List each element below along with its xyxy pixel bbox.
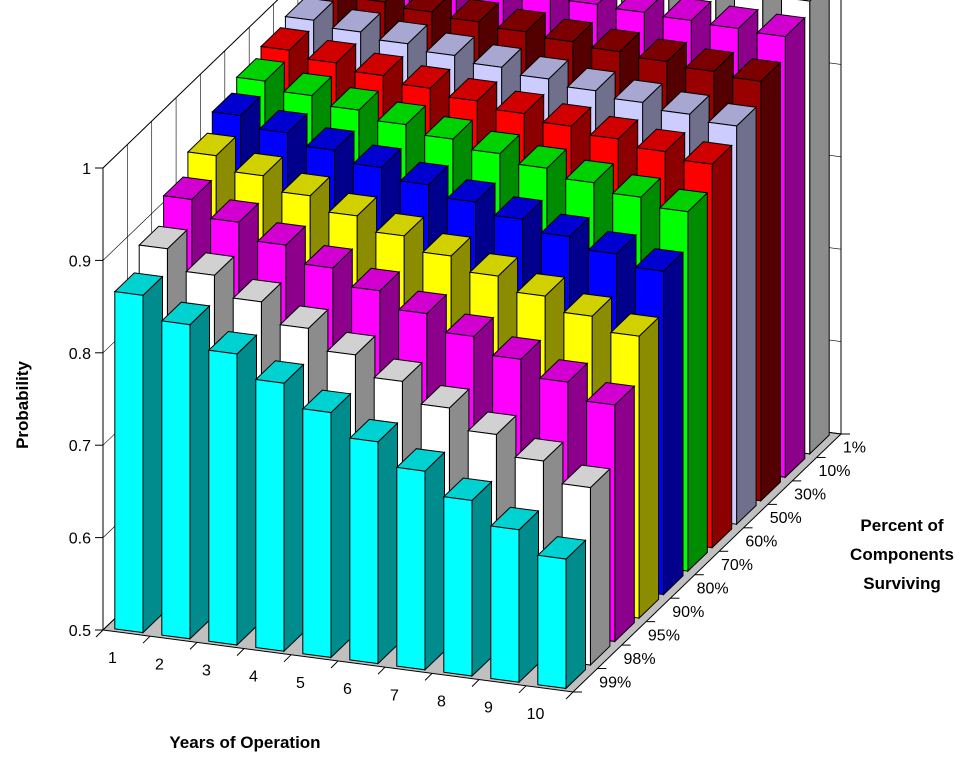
x-tick-label: 1 <box>108 650 117 667</box>
bar-side-face <box>711 144 733 549</box>
z-tick-label: 98% <box>624 651 656 668</box>
bar-front-face <box>396 466 426 671</box>
x-tick-label: 9 <box>484 700 493 717</box>
x-tick-mark <box>330 660 339 669</box>
bar-side-face <box>565 539 586 690</box>
z-tick-label: 1% <box>843 440 866 457</box>
bar-side-face <box>283 363 304 653</box>
x-tick-mark <box>95 629 104 638</box>
y-tick-label: 1 <box>82 161 91 178</box>
y-tick-label: 0.9 <box>69 253 91 270</box>
chart-labels: Years of Operation Probability Percent o… <box>13 161 954 752</box>
x-tick-mark <box>565 691 574 700</box>
x-tick-mark <box>189 642 198 650</box>
x-tick-label: 4 <box>249 669 258 686</box>
z-tick-label: 95% <box>648 627 680 644</box>
bar-99%-year-7 <box>395 448 446 671</box>
z-axis-title-line-2: Components <box>850 545 954 564</box>
bar-front-face <box>490 525 520 683</box>
x-tick-mark <box>471 679 480 687</box>
x-tick-mark <box>377 666 386 675</box>
chart-bars <box>113 0 830 690</box>
bar-side-face <box>760 61 781 502</box>
bar-side-face <box>236 334 257 647</box>
bar-side-face <box>589 467 611 667</box>
y-tick-label: 0.8 <box>69 346 91 363</box>
y-tick-label: 0.6 <box>69 531 91 548</box>
bar-front-face <box>161 320 191 640</box>
bar-99%-year-6 <box>348 418 399 665</box>
bar-99%-year-10 <box>536 536 587 690</box>
bar-side-face <box>784 16 806 479</box>
bar-front-face <box>208 349 238 646</box>
x-tick-label: 10 <box>527 706 545 723</box>
bar-side-face <box>736 106 757 526</box>
x-tick-label: 5 <box>296 675 305 692</box>
bar-side-face <box>809 0 830 456</box>
bar-side-face <box>330 392 351 659</box>
x-tick-label: 6 <box>343 681 352 698</box>
x-tick-mark <box>236 648 245 656</box>
bar-99%-year-8 <box>442 477 493 678</box>
bar-side-face <box>518 509 539 684</box>
bar-front-face <box>349 437 379 665</box>
bar-front-face <box>255 378 285 652</box>
x-axis-title: Years of Operation <box>169 733 320 752</box>
z-tick-label: 90% <box>672 604 704 621</box>
bar-front-face <box>537 554 567 689</box>
bar-front-face <box>443 496 473 677</box>
bar-99%-year-4 <box>254 360 305 653</box>
x-tick-label: 8 <box>437 694 446 711</box>
x-tick-mark <box>142 635 151 644</box>
x-tick-mark <box>518 685 527 694</box>
bar-front-face <box>114 291 144 634</box>
z-tick-label: 99% <box>599 674 631 691</box>
bar-side-face <box>614 385 635 643</box>
y-tick-label: 0.7 <box>69 438 91 455</box>
x-tick-label: 7 <box>390 687 399 704</box>
z-tick-label: 60% <box>745 534 777 551</box>
bar-side-face <box>638 316 660 620</box>
x-tick-label: 2 <box>155 656 164 673</box>
bar-side-face <box>424 451 445 671</box>
bar-side-face <box>142 275 163 634</box>
horizontal-gridline <box>102 0 278 169</box>
z-tick-label: 70% <box>721 557 753 574</box>
x-tick-mark <box>283 654 292 663</box>
bar-front-face <box>302 408 332 658</box>
bar-99%-year-2 <box>160 301 211 640</box>
z-axis-title-line-1: Percent of <box>860 516 943 535</box>
x-tick-mark <box>424 673 433 681</box>
z-tick-label: 10% <box>818 463 850 480</box>
bar-99%-year-9 <box>489 506 540 684</box>
bar-99%-year-5 <box>301 389 352 659</box>
z-tick-label: 50% <box>770 510 802 527</box>
bar-side-face <box>471 480 492 678</box>
x-tick-label: 3 <box>202 663 211 680</box>
z-tick-label: 30% <box>794 487 826 504</box>
bar-99%-year-1 <box>113 272 164 634</box>
bar-side-face <box>377 421 398 665</box>
z-axis-title-line-3: Surviving <box>863 574 940 593</box>
bar-99%-year-3 <box>207 330 258 647</box>
y-tick-label: 0.5 <box>69 623 91 640</box>
bar-side-face <box>687 191 708 573</box>
bar-side-face <box>663 251 684 596</box>
z-tick-label: 80% <box>697 580 729 597</box>
y-axis-title: Probability <box>13 361 32 449</box>
bar-side-face <box>189 304 210 640</box>
